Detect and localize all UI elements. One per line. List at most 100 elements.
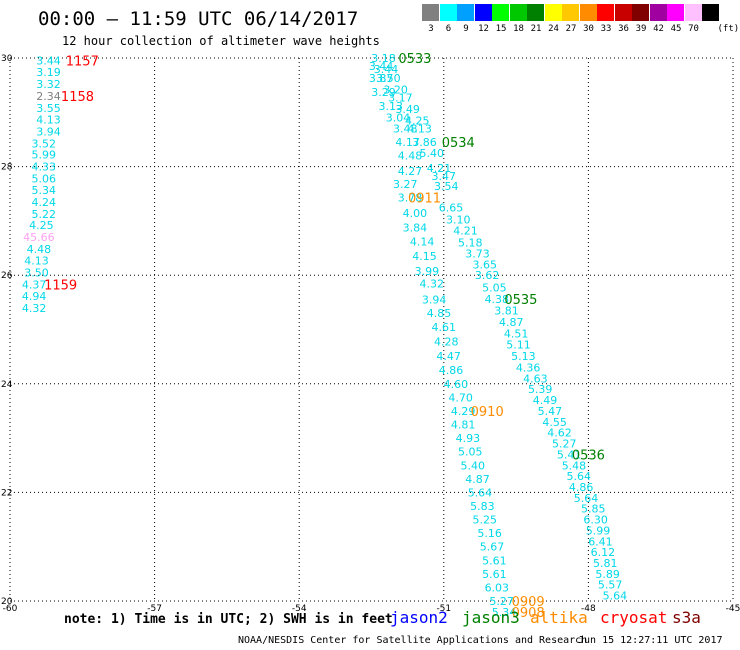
swh-value: 4.15 [412,250,437,263]
swh-value: 4.85 [427,307,452,320]
legend-label: 15 [495,24,507,34]
legend-swatch [702,4,719,21]
lat-tick-label: 20 [1,597,13,607]
swh-value: 4.32 [22,302,47,315]
legend-label: 21 [530,24,542,34]
swh-value: 4.17 [395,136,420,149]
swh-value: 5.64 [468,486,493,499]
lon-tick-label: -60 [3,604,18,614]
swh-value: 3.62 [475,269,500,282]
swh-value: 5.27 [489,595,514,608]
swh-value: 3.94 [422,294,447,307]
satellite-name: s3a [672,608,701,627]
legend-swatch [649,4,667,21]
lon-tick-label: -51 [436,604,451,614]
pass-time-label: 1157 [66,55,99,70]
swh-value: 3.55 [36,102,61,115]
swh-value: 6.65 [439,201,464,214]
swh-value: 5.25 [473,514,498,527]
swh-value: 3.48 [393,123,418,136]
legend-swatch [684,4,702,21]
swh-value: 5.40 [460,459,485,472]
legend-swatch [439,4,457,21]
credit-line: NOAA/NESDIS Center for Satellite Applica… [238,635,588,646]
swh-value: 3.04 [386,112,411,125]
satellite-name: altika [530,608,588,627]
swh-value: 5.41 [557,448,582,461]
swh-value: 5.11 [506,339,531,352]
swh-value: 4.93 [456,432,481,445]
swh-value: 3.13 [379,100,404,113]
swh-value: 3.86 [412,136,437,149]
swh-value: 5.85 [581,503,606,516]
legend-label: 18 [513,24,524,34]
swh-value: 4.48 [398,150,423,163]
legend-label: 36 [618,24,629,34]
lat-tick-label: 26 [1,271,13,281]
map-subtitle: 12 hour collection of altimeter wave hei… [62,34,380,48]
lon-tick-label: -57 [147,604,162,614]
swh-value: 4.32 [420,277,445,290]
swh-value: 4.63 [523,372,548,385]
legend-label: 39 [635,24,647,34]
swh-value: 5.61 [482,568,507,581]
swh-value: 3.50 [24,266,49,279]
swh-value: 3.81 [494,304,519,317]
swh-value: 5.22 [31,208,56,221]
swh-value: 4.21 [453,225,478,238]
legend-swatch [509,4,527,21]
satellite-name: jason2 [390,608,448,627]
swh-value: 4.60 [444,378,469,391]
swh-value: 3.20 [383,83,408,96]
swh-value: 3.10 [446,213,471,226]
swh-value: 5.64 [574,492,599,505]
swh-value: 5.48 [562,459,587,472]
legend-swatch [562,4,579,21]
swh-value: 5.13 [511,350,536,363]
swh-value: 3.65 [473,258,498,271]
swh-value: 3.19 [36,66,61,79]
swh-observations: 3.443.193.322.343.554.133.943.525.994.33… [22,52,627,619]
swh-value: 5.06 [31,173,56,186]
swh-value: 4.25 [29,219,54,232]
swh-value: 3.52 [31,137,56,150]
swh-value: 6.12 [591,546,616,559]
swh-value: 4.61 [432,321,457,334]
legend-swatch [597,4,614,21]
swh-value: 4.87 [499,316,524,329]
legend-label: 42 [653,24,664,34]
swh-value: 4.51 [504,327,529,340]
swh-value: 3.99 [415,265,440,278]
pass-time-label: 1159 [44,278,77,293]
swh-value: 5.16 [477,527,502,540]
swh-value: 4.86 [439,364,464,377]
lon-tick-label: -45 [726,604,740,614]
legend-swatch [614,4,632,21]
swh-value: 4.87 [465,473,490,486]
swh-value: 4.36 [516,362,541,375]
swh-value: 4.25 [405,114,430,127]
legend-swatch [579,4,597,21]
swh-value: 3.44 [374,63,399,76]
swh-value: 3.54 [434,180,459,193]
swh-value: 5.61 [482,554,507,567]
swh-value: 4.00 [403,207,428,220]
lon-tick-label: -54 [292,604,307,614]
swh-value: 4.13 [36,113,61,126]
swh-value: 3.49 [395,103,420,116]
swh-value: 3.94 [36,125,61,138]
legend-unit: (ft) [717,24,740,34]
legend-swatch [667,4,684,21]
swh-value: 5.64 [603,590,628,603]
swh-value: 5.99 [31,149,56,162]
swh-value: 3.73 [465,247,490,260]
lat-tick-label: 30 [1,54,13,64]
swh-value: 3.87 [369,72,394,85]
legend-label: 30 [583,24,594,34]
swh-value: 4.13 [407,123,432,136]
pass-time-label: 0910 [471,405,504,420]
satellite-name: jason3 [462,608,520,627]
swh-value: 4.55 [542,416,567,429]
swh-value: 4.27 [398,165,423,178]
swh-value: 4.13 [24,255,49,268]
